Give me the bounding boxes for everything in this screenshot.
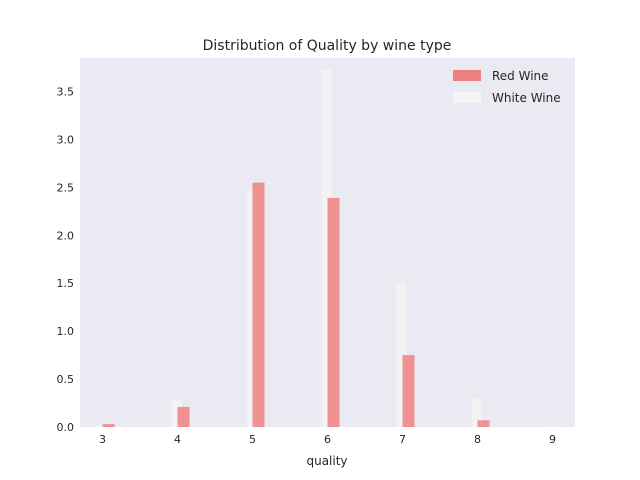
y-tick-label: 0.5 bbox=[57, 373, 75, 386]
x-tick-label: 7 bbox=[399, 433, 406, 446]
legend-label-red-wine: Red Wine bbox=[492, 69, 549, 83]
y-tick-label: 2.5 bbox=[57, 181, 75, 194]
x-tick-label: 8 bbox=[474, 433, 481, 446]
red-wine-bar-q3 bbox=[102, 424, 115, 427]
x-tick-label: 4 bbox=[174, 433, 181, 446]
x-tick-label: 5 bbox=[249, 433, 256, 446]
legend-swatch-white-wine bbox=[453, 92, 481, 103]
x-tick-label: 9 bbox=[549, 433, 556, 446]
y-tick-label: 0.0 bbox=[57, 421, 75, 434]
red-wine-bar-q7 bbox=[402, 355, 415, 427]
x-tick-label: 6 bbox=[324, 433, 331, 446]
y-tick-label: 3.5 bbox=[57, 86, 75, 99]
x-tick-label: 3 bbox=[99, 433, 106, 446]
y-tick-labels: 0.0 0.5 1.0 1.5 2.0 2.5 3.0 3.5 bbox=[57, 86, 75, 434]
y-tick-label: 3.0 bbox=[57, 133, 75, 146]
y-tick-label: 2.0 bbox=[57, 229, 75, 242]
red-wine-bar-q4 bbox=[177, 406, 190, 427]
x-tick-labels: 3 4 5 6 7 8 9 bbox=[99, 433, 556, 446]
red-wine-bar-q6 bbox=[327, 197, 340, 427]
legend-label-white-wine: White Wine bbox=[492, 91, 561, 105]
white-wine-bar-q9 bbox=[546, 426, 557, 428]
x-axis-label: quality bbox=[306, 454, 347, 468]
white-wine-bar-q7 bbox=[396, 283, 407, 427]
red-wine-bar-q5 bbox=[252, 182, 265, 427]
y-tick-label: 1.5 bbox=[57, 277, 75, 290]
legend-swatch-red-wine bbox=[453, 70, 481, 81]
red-wine-bar-q8 bbox=[477, 420, 490, 427]
chart-title: Distribution of Quality by wine type bbox=[203, 38, 452, 54]
legend: Red Wine White Wine bbox=[453, 69, 561, 105]
white-wine-bar-q4 bbox=[171, 400, 182, 427]
y-tick-label: 1.0 bbox=[57, 325, 75, 338]
white-wine-bar-q3 bbox=[96, 425, 107, 427]
white-wine-bar-q8 bbox=[471, 398, 482, 427]
white-wine-bar-q6 bbox=[321, 69, 332, 428]
white-wine-bars bbox=[96, 69, 557, 428]
red-wine-bars bbox=[102, 182, 490, 427]
white-wine-bar-q5 bbox=[246, 190, 257, 427]
